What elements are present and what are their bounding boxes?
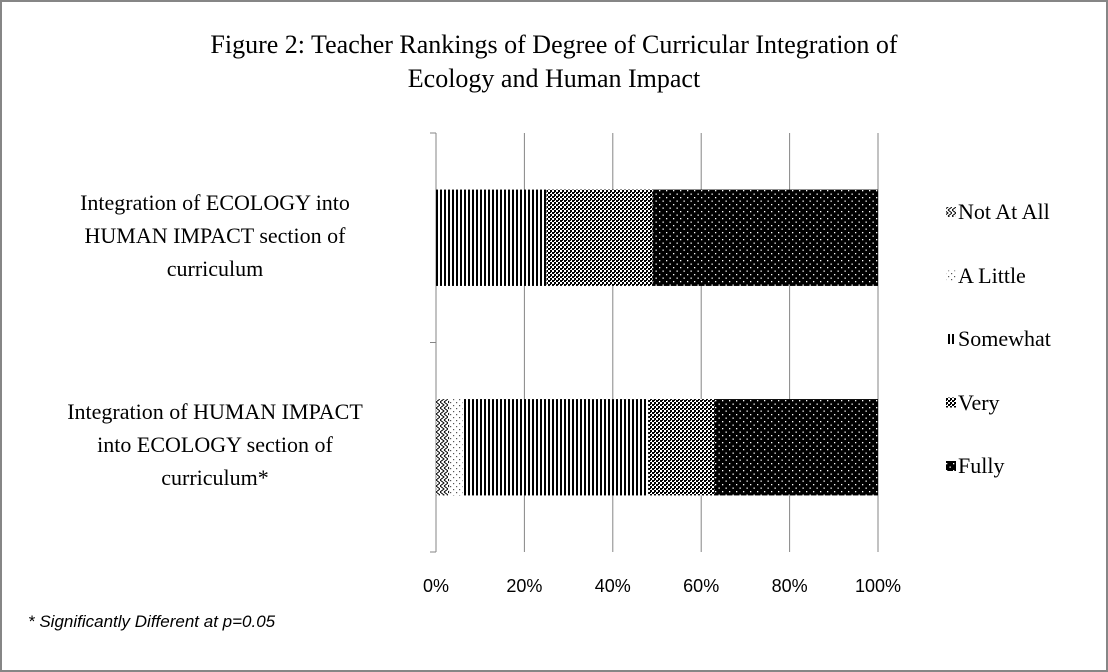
bar-segment bbox=[714, 399, 878, 496]
x-tick-label: 80% bbox=[771, 576, 808, 596]
x-tick-label: 100% bbox=[854, 576, 902, 596]
legend-swatch bbox=[946, 270, 956, 281]
bar-segment bbox=[648, 399, 715, 496]
bar-segment bbox=[436, 189, 547, 286]
y-tick-label: Integration of ECOLOGY into HUMAN IMPACT… bbox=[80, 189, 350, 281]
legend-swatch bbox=[946, 207, 956, 217]
legend-label: Fully bbox=[958, 453, 1005, 478]
x-tick-label: 60% bbox=[683, 576, 720, 596]
x-tick-label: 20% bbox=[506, 576, 543, 596]
legend-label: A Little bbox=[958, 262, 1026, 288]
legend-swatch bbox=[946, 461, 956, 471]
legend-label: Very bbox=[958, 389, 1000, 415]
bar-segment bbox=[436, 399, 450, 496]
legend-label: Not At All bbox=[958, 199, 1050, 224]
legend-swatch bbox=[946, 334, 956, 344]
bar-segment bbox=[449, 399, 463, 496]
x-tick-label: 0% bbox=[422, 576, 449, 596]
footnote: * Significantly Different at p=0.05 bbox=[28, 612, 276, 631]
x-tick-label: 40% bbox=[594, 576, 631, 596]
y-tick-label: Integration of HUMAN IMPACT into ECOLOGY… bbox=[67, 399, 363, 491]
bar-segment bbox=[546, 189, 653, 286]
bar-segment bbox=[462, 399, 649, 496]
chart-title: Figure 2: Teacher Rankings of Degree of … bbox=[210, 30, 898, 93]
legend-swatch bbox=[946, 397, 956, 408]
legend-label: Somewhat bbox=[958, 326, 1051, 351]
bar-segment bbox=[652, 189, 878, 286]
